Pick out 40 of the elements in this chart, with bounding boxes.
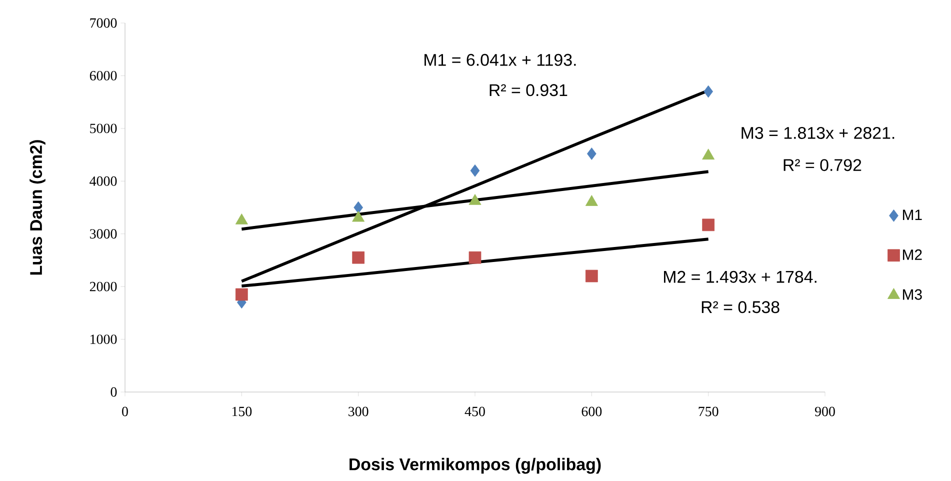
x-tick-label: 750 bbox=[698, 406, 718, 416]
y-tick-label: 2000 bbox=[90, 282, 117, 292]
point bbox=[354, 201, 364, 214]
point bbox=[470, 164, 480, 177]
x-tick-label: 600 bbox=[582, 406, 602, 416]
point bbox=[585, 270, 598, 282]
y-tick-label: 6000 bbox=[90, 71, 117, 80]
x-tick-label: 0 bbox=[122, 406, 128, 416]
point bbox=[704, 85, 714, 98]
legend-label: M3 bbox=[902, 289, 922, 300]
y-tick-label: 7000 bbox=[90, 18, 117, 28]
annotation: M2 = 1.493x + 1784. bbox=[664, 270, 816, 283]
point bbox=[702, 148, 715, 160]
annotation: R² = 0.931 bbox=[490, 84, 568, 96]
y-tick-label: 3000 bbox=[90, 229, 117, 239]
y-tick-label: 0 bbox=[110, 387, 117, 397]
annotation: M1 = 6.041x + 1193. bbox=[424, 54, 576, 66]
annotation: M3 = 1.813x + 2821. bbox=[742, 126, 894, 139]
point bbox=[586, 148, 596, 160]
annotation: R² = 0.538 bbox=[702, 301, 780, 314]
annotation: R² = 0.792 bbox=[784, 159, 862, 172]
y-tick-label: 4000 bbox=[90, 176, 117, 186]
y-tick-label: 5000 bbox=[90, 124, 117, 134]
x-tick-label: 450 bbox=[464, 406, 485, 416]
point bbox=[235, 214, 248, 224]
point bbox=[352, 210, 365, 222]
point bbox=[468, 251, 482, 264]
point bbox=[235, 288, 248, 301]
point bbox=[702, 218, 715, 232]
x-tick-label: 300 bbox=[348, 406, 368, 416]
legend-label: M2 bbox=[902, 249, 922, 260]
point bbox=[468, 194, 482, 205]
x-tick-label: 900 bbox=[814, 406, 835, 416]
y-axis-title: Luas Daun (cm2) bbox=[30, 140, 46, 275]
x-axis-title: Dosis Vermikompos (g/polibag) bbox=[350, 458, 601, 474]
x-tick-label: 150 bbox=[232, 406, 252, 416]
legend-label: M1 bbox=[902, 210, 922, 220]
point bbox=[352, 251, 365, 264]
y-tick-label: 1000 bbox=[90, 334, 117, 344]
point bbox=[585, 195, 598, 206]
